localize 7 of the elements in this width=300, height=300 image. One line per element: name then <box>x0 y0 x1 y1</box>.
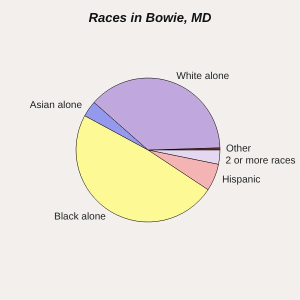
slice-label: Black alone <box>54 211 106 222</box>
slice-label: White alone <box>176 71 230 82</box>
slice-label: Asian alone <box>30 100 82 111</box>
slice-label: Hispanic <box>222 174 260 186</box>
slice-label: Other <box>226 143 252 154</box>
chart-title: Races in Bowie, MD <box>88 10 212 25</box>
slice-label: 2 or more races <box>226 155 296 166</box>
